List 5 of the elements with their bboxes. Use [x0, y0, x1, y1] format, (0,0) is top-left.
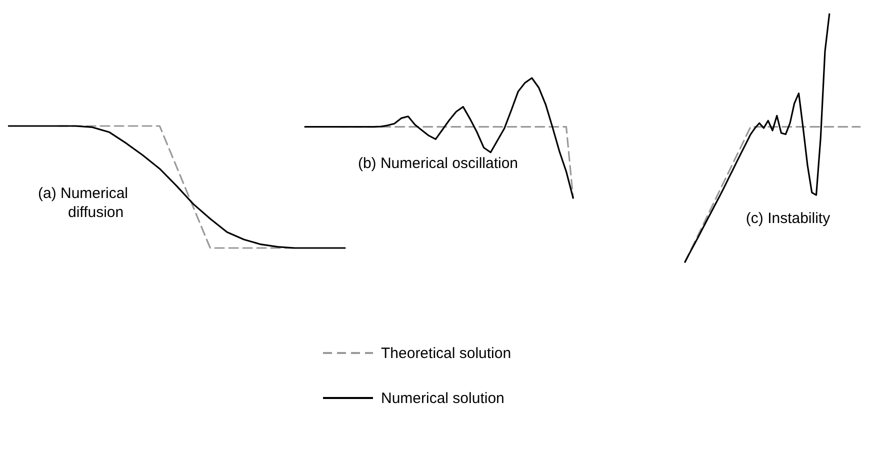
- annotation: (b) Numerical oscillation: [358, 155, 518, 172]
- legend-label: Numerical solution: [381, 390, 504, 407]
- annotation: (c) Instability: [746, 210, 831, 227]
- annotation: (a) Numerical diffusion: [38, 185, 128, 221]
- legend-label: Theoretical solution: [381, 345, 512, 362]
